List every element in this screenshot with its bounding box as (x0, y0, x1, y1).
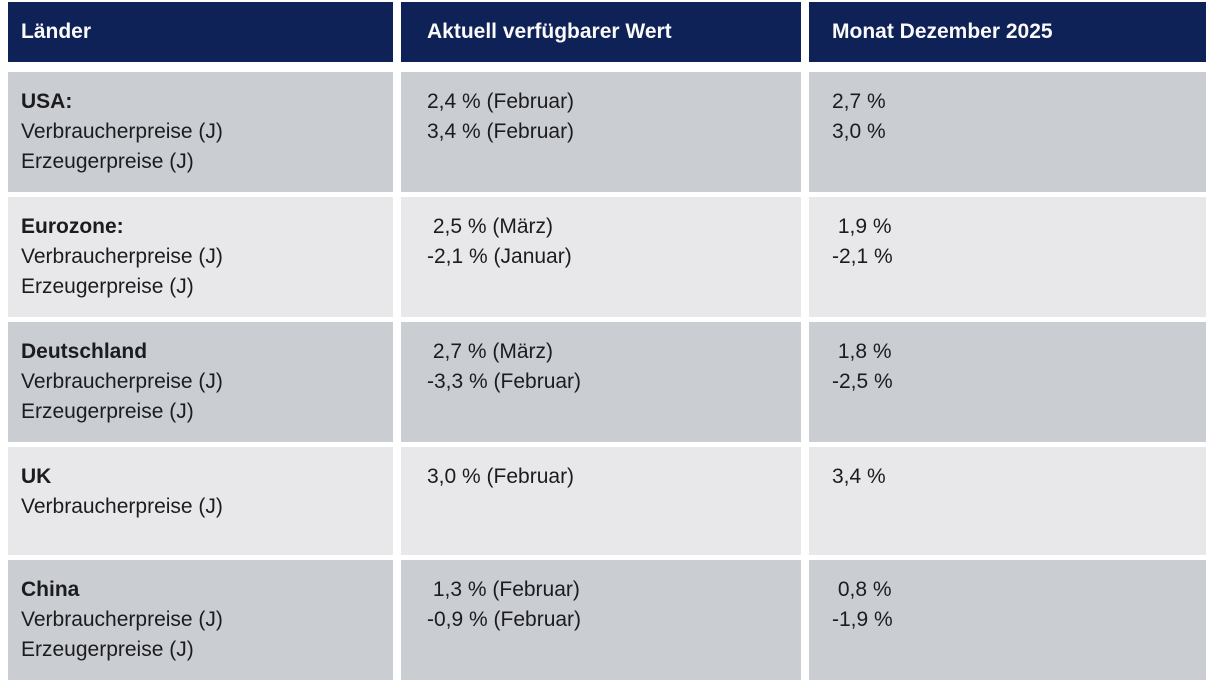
table-row: UK Verbraucherpreise (J) 3,0 % (Februar)… (8, 447, 1206, 555)
monat-value-cell: 1,8 % -2,5 % (809, 322, 1206, 442)
country-cell: UK Verbraucherpreise (J) (8, 447, 393, 555)
monat-value: -2,1 % (832, 245, 893, 268)
current-value-cell: 1,3 % (Februar) -0,9 % (Februar) (401, 560, 801, 680)
monat-value-cell: 1,9 % -2,1 % (809, 197, 1206, 317)
current-value: 1,3 % (Februar) (427, 578, 580, 601)
country-name: Eurozone: (21, 215, 124, 238)
country-name: UK (21, 465, 52, 488)
current-value-cell: 2,5 % (März) -2,1 % (Januar) (401, 197, 801, 317)
current-value-cell: 2,7 % (März) -3,3 % (Februar) (401, 322, 801, 442)
metric-label: Verbraucherpreise (J) (21, 245, 223, 268)
metric-label: Verbraucherpreise (J) (21, 120, 223, 143)
metric-label: Verbraucherpreise (J) (21, 608, 223, 631)
table-row: Eurozone: Verbraucherpreise (J) Erzeugerp… (8, 197, 1206, 317)
current-value: 3,0 % (Februar) (427, 465, 575, 488)
monat-value: 3,0 % (832, 120, 886, 143)
current-value: -2,1 % (Januar) (427, 245, 572, 268)
monat-value: 1,9 % (832, 215, 892, 238)
monat-value-cell: 0,8 % -1,9 % (809, 560, 1206, 680)
country-name: USA: (21, 90, 73, 113)
monat-value: 1,8 % (832, 340, 892, 363)
monat-value: -2,5 % (832, 370, 893, 393)
monat-value-cell: 3,4 % (809, 447, 1206, 555)
monat-value: 3,4 % (832, 465, 886, 488)
current-value: 3,4 % (Februar) (427, 120, 575, 143)
table-row: Deutschland Verbraucherpreise (J) Erzeuge… (8, 322, 1206, 442)
metric-label: Erzeugerpreise (J) (21, 638, 194, 661)
current-value-cell: 3,0 % (Februar) (401, 447, 801, 555)
metric-label: Erzeugerpreise (J) (21, 150, 194, 173)
current-value: 2,5 % (März) (427, 215, 554, 238)
current-value: 2,7 % (März) (427, 340, 554, 363)
current-value: -0,9 % (Februar) (427, 608, 582, 631)
metric-label: Verbraucherpreise (J) (21, 495, 223, 518)
country-name: China (21, 578, 80, 601)
column-header-laender: Länder (8, 2, 393, 62)
monat-value: -1,9 % (832, 608, 893, 631)
table-row: China Verbraucherpreise (J) Erzeugerpreis… (8, 560, 1206, 680)
metric-label: Erzeugerpreise (J) (21, 400, 194, 423)
country-cell: Eurozone: Verbraucherpreise (J) Erzeugerp… (8, 197, 393, 317)
table-row: USA: Verbraucherpreise (J) Erzeugerpreise… (8, 72, 1206, 192)
current-value-cell: 2,4 % (Februar) 3,4 % (Februar) (401, 72, 801, 192)
monat-value: 2,7 % (832, 90, 886, 113)
country-cell: Deutschland Verbraucherpreise (J) Erzeuge… (8, 322, 393, 442)
metric-label: Verbraucherpreise (J) (21, 370, 223, 393)
monat-value-cell: 2,7 % 3,0 % (809, 72, 1206, 192)
country-cell: USA: Verbraucherpreise (J) Erzeugerpreise… (8, 72, 393, 192)
current-value: 2,4 % (Februar) (427, 90, 575, 113)
table-body: USA: Verbraucherpreise (J) Erzeugerpreise… (8, 72, 1206, 680)
country-name: Deutschland (21, 340, 148, 363)
current-value: -3,3 % (Februar) (427, 370, 582, 393)
column-header-monat-dezember-2025: Monat Dezember 2025 (809, 2, 1206, 62)
metric-label: Erzeugerpreise (J) (21, 275, 194, 298)
monat-value: 0,8 % (832, 578, 892, 601)
country-cell: China Verbraucherpreise (J) Erzeugerpreis… (8, 560, 393, 680)
column-header-aktueller-wert: Aktuell verfügbarer Wert (401, 2, 801, 62)
table-header-row: Länder Aktuell verfügbarer Wert Monat De… (8, 2, 1206, 62)
